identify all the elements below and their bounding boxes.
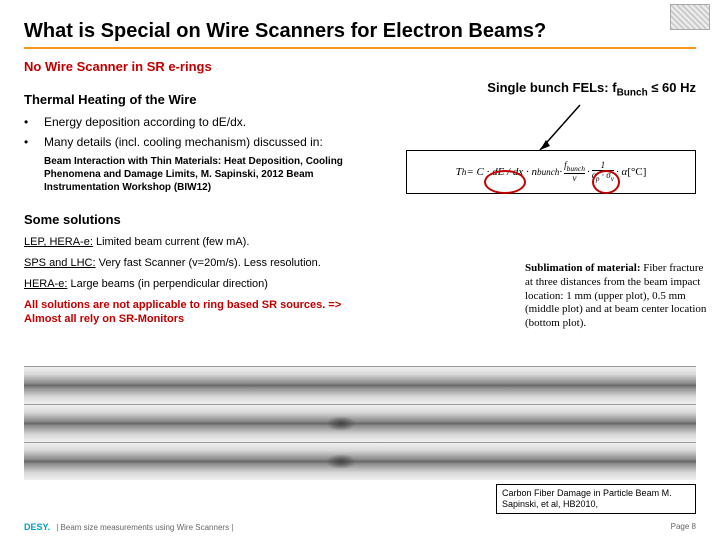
fiber-caption: Carbon Fiber Damage in Particle Beam M. … <box>496 484 696 514</box>
bullet-2: • Many details (incl. cooling mechanism)… <box>24 135 696 149</box>
solution-herae: HERA-e: Large beams (in perpendicular di… <box>24 277 364 292</box>
herae-label: HERA-e: <box>24 278 67 290</box>
f-dot2: · <box>587 166 590 178</box>
highlight-oval-1 <box>484 170 526 194</box>
citation: Beam Interaction with Thin Materials: He… <box>44 155 344 194</box>
fel-suffix: ≤ 60 Hz <box>648 80 696 95</box>
solution-sps: SPS and LHC: Very fast Scanner (v=20m/s)… <box>24 256 364 271</box>
f-n-sub: bunch <box>537 167 559 177</box>
f-frac1: fbunch v <box>564 161 585 184</box>
f-unit: [°C] <box>627 166 646 178</box>
subtitle-no-wire: No Wire Scanner in SR e-rings <box>24 59 696 74</box>
sps-text: Very fast Scanner (v=20m/s). Less resolu… <box>96 257 321 269</box>
sublimation-bold: Sublimation of material: <box>525 262 641 274</box>
corner-thumbnail <box>670 4 710 30</box>
fel-prefix: Single bunch FELs: f <box>487 80 616 95</box>
sps-label: SPS and LHC: <box>24 257 96 269</box>
fiber-images <box>24 366 696 480</box>
highlight-oval-2 <box>592 170 620 194</box>
fel-sub: Bunch <box>617 88 648 99</box>
bullet-mark: • <box>24 135 44 149</box>
footer-right: Page 8 <box>671 522 696 532</box>
bullet-mark: • <box>24 115 44 129</box>
bullet-1-text: Energy deposition according to dE/dx. <box>44 115 246 129</box>
solutions-heading: Some solutions <box>24 212 696 227</box>
fiber-row-3 <box>24 442 696 480</box>
fel-statement: Single bunch FELs: fBunch ≤ 60 Hz <box>487 80 696 99</box>
desy-logo: DESY. <box>24 522 50 532</box>
final-conclusion: All solutions are not applicable to ring… <box>24 298 364 328</box>
f-dot1: · <box>559 166 562 178</box>
herae-text: Large beams (in perpendicular direction) <box>67 278 268 290</box>
solution-lep: LEP, HERA-e: Limited beam current (few m… <box>24 235 364 250</box>
bullet-1: • Energy deposition according to dE/dx. <box>24 115 696 129</box>
sublimation-text: Sublimation of material: Fiber fracture … <box>525 262 710 331</box>
bullet-2-text: Many details (incl. cooling mechanism) d… <box>44 135 323 149</box>
lep-text: Limited beam current (few mA). <box>93 236 250 248</box>
lep-label: LEP, HERA-e: <box>24 236 93 248</box>
fiber-row-1 <box>24 366 696 404</box>
footer-left: DESY. | Beam size measurements using Wir… <box>24 522 233 532</box>
title-underline <box>24 47 696 49</box>
slide-title: What is Special on Wire Scanners for Ele… <box>24 20 696 43</box>
fiber-row-2 <box>24 404 696 442</box>
footer-left-text: | Beam size measurements using Wire Scan… <box>56 523 233 532</box>
footer: DESY. | Beam size measurements using Wir… <box>24 522 696 532</box>
formula-box: Th = C · dE / dx · nbunch · fbunch v · 1… <box>406 150 696 194</box>
